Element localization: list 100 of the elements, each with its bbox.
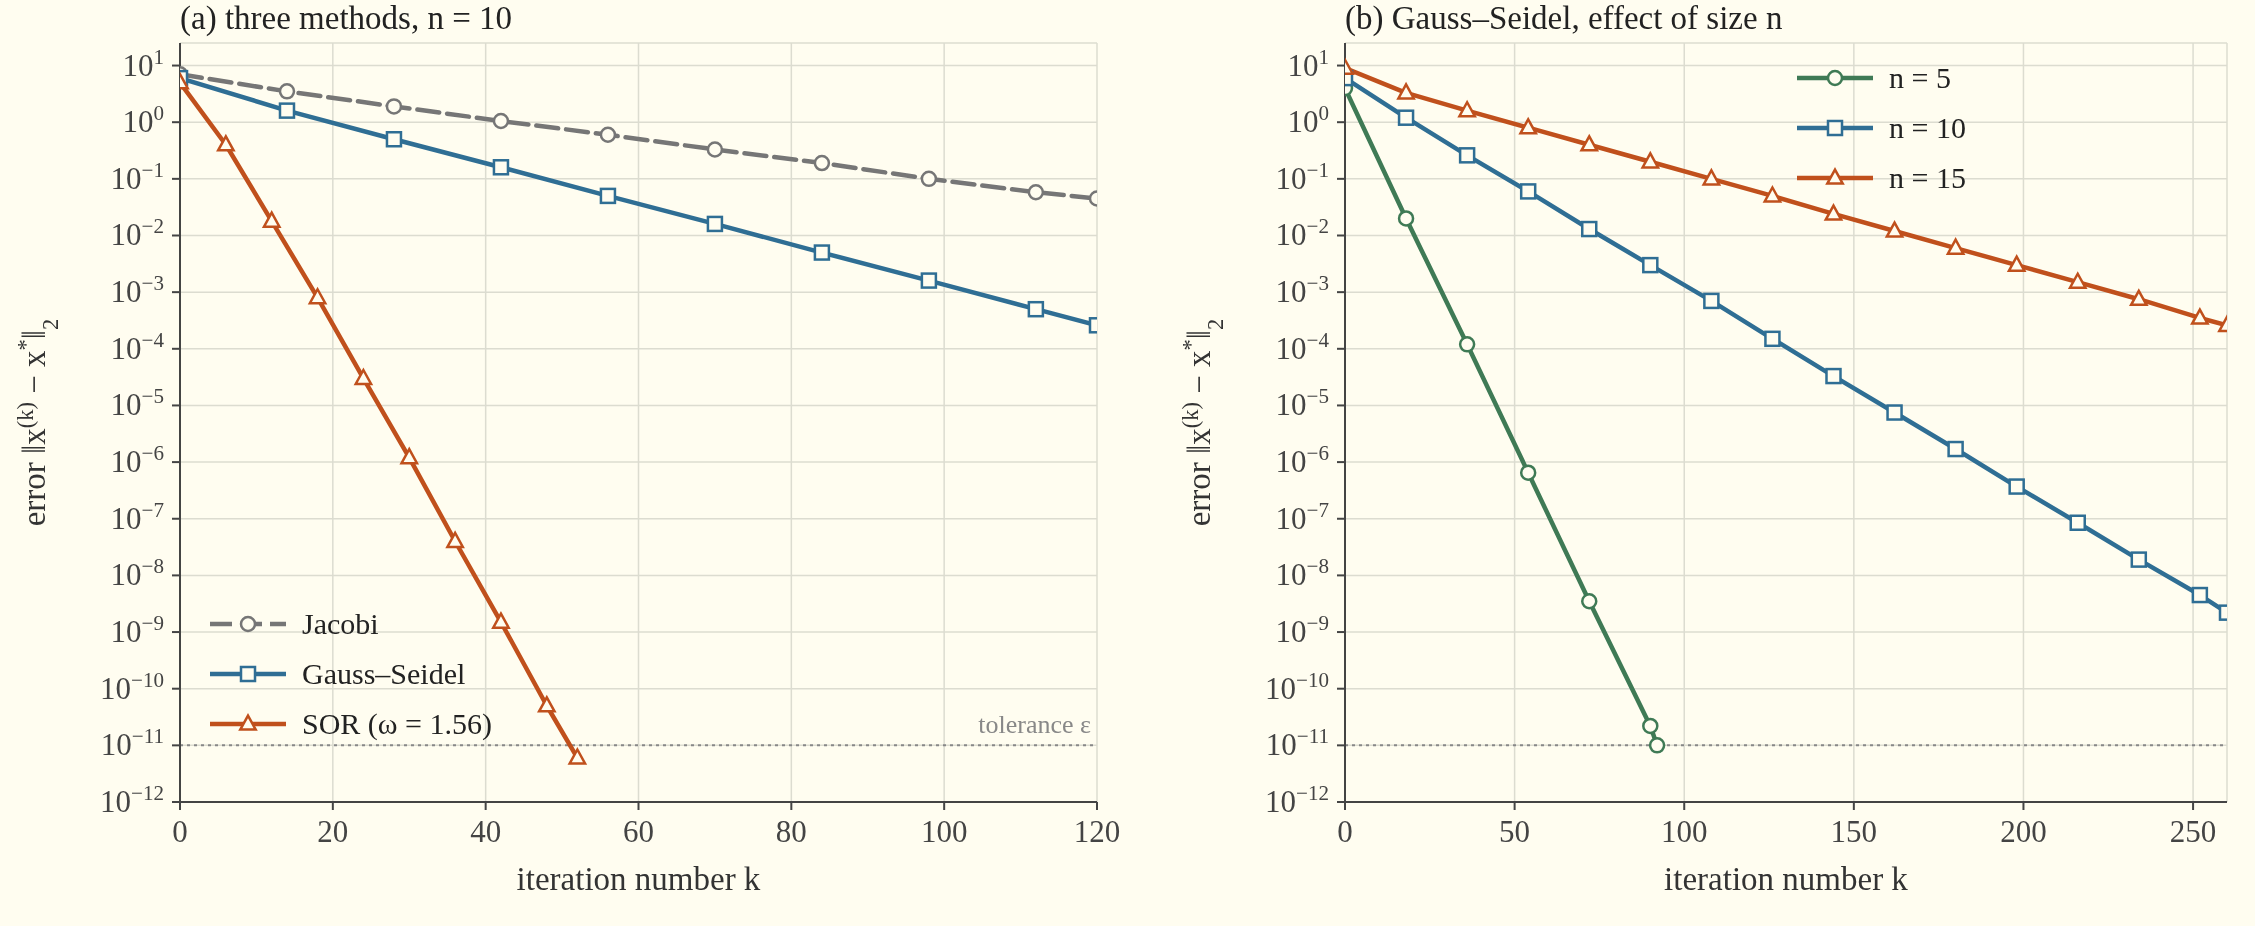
x-tick-label: 50 bbox=[1499, 814, 1531, 849]
x-tick-label: 80 bbox=[775, 814, 807, 849]
y-tick-label: 10$^{−2}$ bbox=[110, 214, 164, 253]
x-tick-label: 150 bbox=[1830, 814, 1878, 849]
y-tick-label: 10$^{−3}$ bbox=[1275, 271, 1329, 310]
point bbox=[308, 287, 327, 305]
point bbox=[2130, 551, 2148, 568]
x-tick-label: 200 bbox=[2000, 814, 2047, 849]
y-tick-label: 10$^{−11}$ bbox=[1265, 724, 1329, 763]
point bbox=[1458, 147, 1476, 164]
point bbox=[492, 612, 510, 629]
y-tick-label: 10$^{−10}$ bbox=[100, 667, 164, 706]
point bbox=[2008, 478, 2025, 495]
point bbox=[385, 131, 403, 148]
y-tick-label: 10$^{−6}$ bbox=[1275, 441, 1329, 480]
point bbox=[1519, 118, 1538, 135]
y-tick-label: 10$^{0}$ bbox=[122, 101, 164, 140]
x-tick-label: 60 bbox=[623, 814, 654, 849]
ref-line-label: tolerance ε bbox=[978, 710, 1092, 740]
point bbox=[2191, 586, 2209, 604]
point bbox=[920, 170, 938, 188]
y-tick-label: 10$^{−8}$ bbox=[110, 554, 164, 593]
point bbox=[599, 187, 617, 205]
y-tick-label: 10$^{−1}$ bbox=[1275, 157, 1329, 196]
point bbox=[1886, 404, 1903, 421]
point bbox=[813, 244, 831, 261]
x-tick-label: 20 bbox=[317, 814, 349, 849]
point bbox=[400, 447, 419, 465]
x-tick-label: 0 bbox=[1337, 814, 1353, 849]
y-tick-label: 10$^{−3}$ bbox=[110, 271, 164, 310]
point bbox=[2129, 289, 2148, 307]
point bbox=[1702, 169, 1721, 186]
point bbox=[1397, 210, 1415, 227]
y-tick-label: 10$^{−12}$ bbox=[100, 781, 164, 819]
x-axis-title: iteration number k bbox=[1664, 861, 1909, 897]
x-tick-label: 0 bbox=[172, 814, 188, 849]
x-tick-label: 100 bbox=[1660, 814, 1708, 849]
x-tick-label: 250 bbox=[2169, 814, 2217, 849]
point bbox=[2007, 255, 2026, 272]
point bbox=[216, 135, 235, 152]
x-tick-label: 120 bbox=[1073, 814, 1121, 849]
point bbox=[1703, 292, 1720, 310]
legend-label: n = 10 bbox=[1889, 111, 1966, 145]
y-tick-label: 10$^{−8}$ bbox=[1275, 554, 1329, 593]
point bbox=[1764, 330, 1781, 348]
point bbox=[1027, 300, 1045, 318]
y-tick-label: 10$^{−1}$ bbox=[110, 157, 164, 196]
point bbox=[1642, 256, 1659, 274]
point bbox=[1581, 592, 1598, 610]
point bbox=[1825, 367, 1842, 385]
point bbox=[1648, 737, 1666, 754]
point bbox=[446, 531, 465, 549]
point bbox=[1458, 100, 1477, 118]
point bbox=[492, 112, 510, 130]
y-tick-label: 10$^{−4}$ bbox=[110, 327, 165, 366]
point bbox=[278, 83, 296, 100]
point bbox=[385, 98, 403, 115]
point bbox=[1642, 717, 1659, 735]
point bbox=[1580, 135, 1599, 152]
point bbox=[354, 368, 373, 386]
y-tick-label: 10$^{1}$ bbox=[122, 44, 164, 83]
point bbox=[2069, 514, 2086, 531]
y-tick-label: 10$^{−9}$ bbox=[1275, 611, 1329, 650]
legend-label: n = 15 bbox=[1889, 161, 1966, 195]
y-tick-label: 10$^{−7}$ bbox=[110, 497, 164, 536]
legend-label: Gauss–Seidel bbox=[302, 657, 466, 691]
y-tick-label: 10$^{−7}$ bbox=[1275, 497, 1329, 536]
point bbox=[278, 102, 296, 119]
point bbox=[492, 159, 510, 176]
point bbox=[1519, 464, 1537, 481]
point bbox=[599, 126, 617, 144]
point bbox=[1458, 336, 1476, 353]
point bbox=[1581, 220, 1598, 238]
point bbox=[537, 696, 556, 713]
y-tick-label: 10$^{−10}$ bbox=[1265, 667, 1329, 706]
point bbox=[1885, 221, 1904, 238]
point bbox=[1397, 109, 1415, 126]
y-tick-label: 10$^{−4}$ bbox=[1275, 327, 1330, 366]
point bbox=[568, 748, 587, 765]
y-tick-label: 10$^{−11}$ bbox=[100, 724, 164, 763]
point bbox=[706, 215, 724, 233]
point bbox=[813, 154, 831, 172]
point bbox=[706, 141, 724, 158]
y-tick-label: 10$^{0}$ bbox=[1287, 101, 1329, 140]
point bbox=[1763, 186, 1782, 203]
point bbox=[1027, 184, 1045, 201]
chart-title: (a) three methods, n = 10 bbox=[180, 0, 513, 37]
point bbox=[262, 211, 281, 228]
legend-label: SOR (ω = 1.56) bbox=[302, 707, 493, 741]
y-tick-label: 10$^{−12}$ bbox=[1265, 781, 1329, 819]
y-tick-label: 10$^{−5}$ bbox=[110, 384, 164, 423]
point bbox=[1946, 238, 1965, 255]
point bbox=[1397, 83, 1416, 100]
legend-label: Jacobi bbox=[302, 607, 379, 641]
point bbox=[1641, 152, 1660, 169]
y-tick-label: 10$^{−6}$ bbox=[110, 441, 164, 480]
y-tick-label: 10$^{−9}$ bbox=[110, 611, 164, 650]
point bbox=[2190, 308, 2209, 325]
point bbox=[920, 272, 938, 289]
x-tick-label: 100 bbox=[920, 814, 968, 849]
